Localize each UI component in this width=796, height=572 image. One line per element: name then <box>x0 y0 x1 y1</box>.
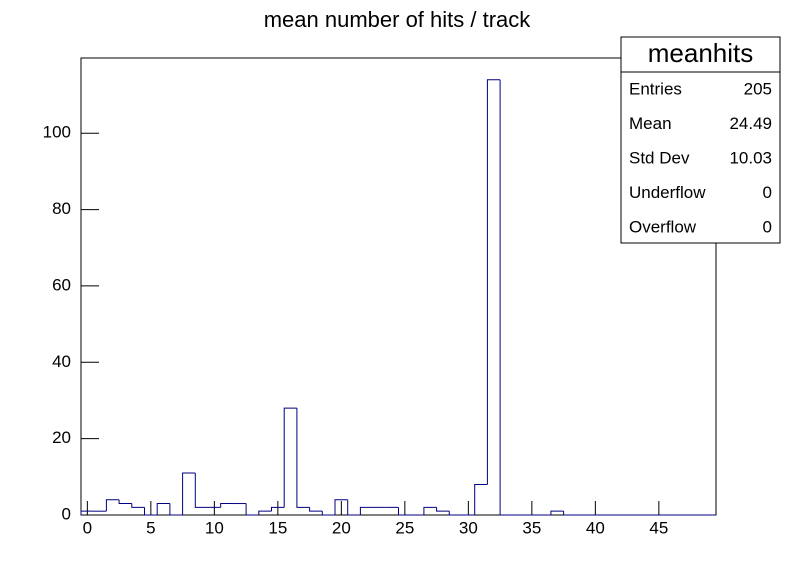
stats-value: 10.03 <box>729 148 772 167</box>
stats-label: Mean <box>629 114 672 133</box>
x-tick-label: 0 <box>83 518 92 537</box>
stats-value: 205 <box>744 79 772 98</box>
histogram-bin <box>156 503 170 515</box>
histogram-bin <box>347 499 361 516</box>
y-tick-label: 20 <box>52 428 71 447</box>
histogram-bin <box>144 507 158 516</box>
histogram-bin <box>359 506 374 515</box>
histogram-bin <box>271 506 285 512</box>
stats-value: 0 <box>763 183 772 202</box>
x-tick-label: 45 <box>649 518 668 537</box>
stats-title: meanhits <box>648 38 754 68</box>
stats-label: Entries <box>629 79 682 98</box>
histogram-bin <box>334 499 348 515</box>
histogram-bin <box>486 79 501 485</box>
y-tick-label: 100 <box>43 123 71 142</box>
histogram-bin <box>423 506 437 515</box>
x-tick-label: 15 <box>268 518 287 537</box>
histogram-bin <box>563 511 577 516</box>
x-tick-label: 25 <box>395 518 414 537</box>
histogram-bin <box>220 503 234 508</box>
stats-value: 0 <box>763 217 772 236</box>
x-tick-label: 40 <box>586 518 605 537</box>
histogram-bin <box>474 483 488 515</box>
stats-label: Underflow <box>629 183 706 202</box>
x-tick-label: 5 <box>146 518 155 537</box>
x-tick-label: 30 <box>459 518 478 537</box>
histogram-bin <box>194 473 208 508</box>
y-tick-label: 40 <box>52 352 71 371</box>
histogram-bin <box>169 503 183 516</box>
histogram-bin <box>118 499 132 505</box>
histogram-bin <box>105 499 120 512</box>
chart-title: mean number of hits / track <box>264 7 532 32</box>
histogram-bin <box>296 408 310 508</box>
histogram-bin <box>283 407 297 508</box>
y-tick-label: 0 <box>62 504 71 523</box>
histogram-bin <box>309 507 323 512</box>
y-tick-label: 60 <box>52 275 71 294</box>
x-tick-label: 35 <box>522 518 541 537</box>
histogram-bin <box>398 507 412 516</box>
y-tick-label: 80 <box>52 199 71 218</box>
histogram-bin <box>550 510 564 515</box>
histogram-bin <box>258 510 272 515</box>
stats-box <box>620 36 781 244</box>
histogram-bin <box>321 511 335 516</box>
x-tick-label: 20 <box>332 518 351 537</box>
stats-label: Std Dev <box>629 148 690 167</box>
histogram-bin <box>499 79 513 516</box>
x-tick-label: 10 <box>205 518 224 537</box>
histogram-bin <box>182 472 196 515</box>
histogram-bin <box>436 507 450 512</box>
histogram-bin <box>131 503 145 508</box>
histogram-bin <box>245 503 259 516</box>
histogram-bin <box>448 511 462 516</box>
histogram-bin <box>80 510 94 515</box>
stats-label: Overflow <box>629 217 697 236</box>
stats-value: 24.49 <box>729 114 772 133</box>
